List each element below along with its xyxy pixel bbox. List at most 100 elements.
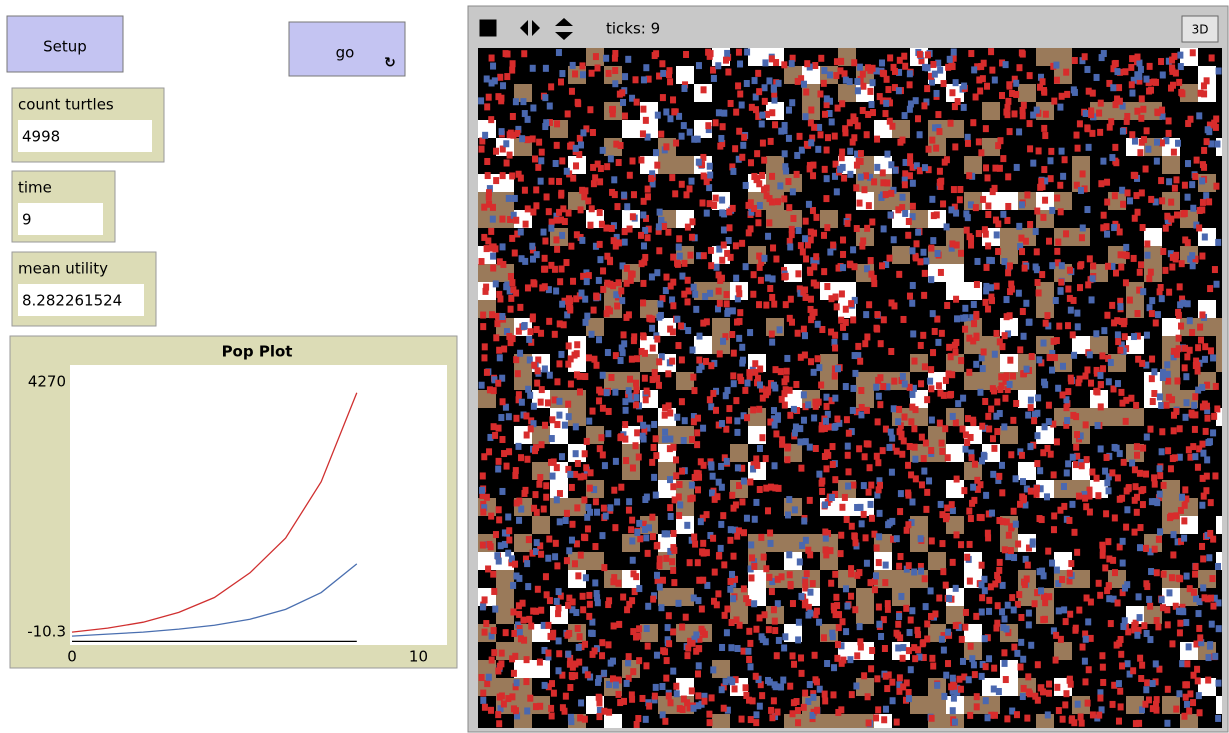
- turtle: [761, 554, 767, 561]
- turtle: [499, 216, 505, 223]
- turtle: [653, 492, 659, 499]
- turtle: [1010, 417, 1016, 424]
- turtle: [1135, 209, 1141, 216]
- turtle: [844, 416, 850, 423]
- turtle: [592, 647, 598, 654]
- turtle: [530, 135, 536, 142]
- turtle: [748, 574, 754, 581]
- turtle: [835, 365, 841, 372]
- turtle: [735, 645, 741, 652]
- turtle: [610, 658, 616, 665]
- turtle: [667, 504, 673, 511]
- turtle: [559, 266, 565, 273]
- turtle: [572, 560, 578, 567]
- turtle: [976, 76, 982, 83]
- turtle: [724, 606, 730, 613]
- turtle: [988, 583, 994, 590]
- turtle: [991, 445, 997, 452]
- turtle: [508, 339, 514, 346]
- turtle: [854, 78, 860, 85]
- turtle: [1033, 228, 1039, 235]
- turtle: [895, 206, 901, 213]
- turtle: [1190, 262, 1196, 269]
- turtle: [493, 280, 499, 287]
- turtle: [795, 270, 801, 277]
- turtle: [1199, 177, 1205, 184]
- turtle: [641, 76, 647, 83]
- turtle: [783, 301, 789, 308]
- turtle: [572, 70, 578, 77]
- turtle: [1121, 320, 1127, 327]
- turtle: [622, 113, 628, 120]
- turtle: [863, 172, 869, 179]
- turtle: [790, 188, 796, 195]
- turtle: [1106, 378, 1112, 385]
- turtle: [748, 159, 754, 166]
- turtle: [1145, 252, 1151, 259]
- turtle: [498, 542, 504, 549]
- turtle: [848, 300, 854, 307]
- turtle: [538, 607, 544, 614]
- turtle: [695, 559, 701, 566]
- patch: [946, 480, 964, 498]
- turtle: [1072, 89, 1078, 96]
- turtle: [1079, 234, 1085, 241]
- turtle: [835, 709, 841, 716]
- turtle: [729, 331, 735, 338]
- turtle: [1140, 106, 1146, 113]
- turtle: [908, 617, 914, 624]
- turtle: [490, 216, 496, 223]
- turtle: [832, 345, 838, 352]
- turtle: [909, 607, 915, 614]
- turtle: [495, 466, 501, 473]
- patch: [892, 246, 910, 264]
- turtle: [610, 282, 616, 289]
- turtle: [509, 655, 515, 662]
- turtle: [656, 314, 662, 321]
- turtle: [597, 178, 603, 185]
- turtle: [1138, 524, 1144, 531]
- turtle: [917, 131, 923, 138]
- turtle: [484, 158, 490, 165]
- turtle: [570, 278, 576, 285]
- turtle: [1028, 404, 1034, 411]
- turtle: [791, 699, 797, 706]
- turtle: [852, 533, 858, 540]
- turtle: [1041, 125, 1047, 132]
- turtle: [985, 174, 991, 181]
- turtle: [479, 382, 485, 389]
- turtle: [957, 196, 963, 203]
- turtle: [790, 710, 796, 717]
- turtle: [732, 145, 738, 152]
- turtle: [814, 707, 820, 714]
- turtle: [1020, 308, 1026, 315]
- turtle: [683, 614, 689, 621]
- turtle: [802, 690, 808, 697]
- turtle: [735, 464, 741, 471]
- turtle: [1054, 77, 1060, 84]
- turtle: [755, 70, 761, 77]
- turtle: [659, 60, 665, 67]
- turtle: [1007, 357, 1013, 364]
- turtle: [563, 517, 569, 524]
- turtle: [924, 85, 930, 92]
- turtle: [1112, 144, 1118, 151]
- turtle: [932, 71, 938, 78]
- turtle: [687, 252, 693, 259]
- turtle: [1045, 548, 1051, 555]
- turtle: [654, 652, 660, 659]
- turtle: [818, 382, 824, 389]
- turtle: [1034, 208, 1040, 215]
- turtle: [967, 712, 973, 719]
- setup-label: Setup: [43, 38, 87, 56]
- patch: [856, 606, 874, 624]
- turtle: [521, 50, 527, 57]
- turtle: [628, 277, 634, 284]
- turtle: [620, 594, 626, 601]
- turtle: [868, 257, 874, 264]
- turtle: [1152, 498, 1158, 505]
- turtle: [1096, 712, 1102, 719]
- view-size-icon[interactable]: [480, 20, 496, 36]
- turtle: [1143, 580, 1149, 587]
- patch: [532, 516, 550, 534]
